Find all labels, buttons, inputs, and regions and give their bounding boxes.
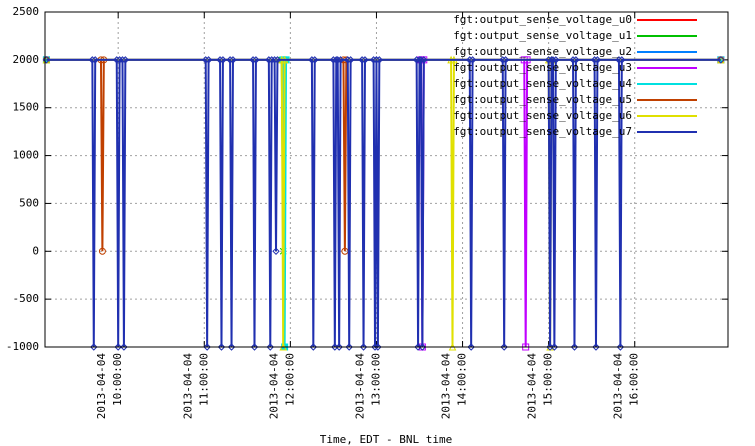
marker — [717, 56, 725, 64]
marker — [270, 56, 279, 64]
y-tick-label: 1000 — [13, 149, 40, 162]
marker — [226, 56, 234, 64]
marker — [201, 56, 210, 64]
marker — [467, 343, 475, 351]
legend-label: fgt:output_sense_voltage_u0 — [453, 13, 632, 26]
legend-label: fgt:output_sense_voltage_u7 — [453, 125, 632, 138]
marker — [361, 56, 369, 64]
marker — [375, 56, 384, 64]
marker — [272, 247, 280, 255]
marker — [593, 56, 602, 64]
marker — [250, 343, 259, 351]
marker — [590, 56, 599, 64]
marker — [219, 56, 227, 64]
marker — [369, 56, 378, 64]
marker — [569, 56, 577, 64]
marker — [345, 343, 353, 351]
legend-label: fgt:output_sense_voltage_u3 — [453, 61, 632, 74]
marker — [309, 343, 318, 351]
marker — [570, 343, 579, 351]
marker — [359, 343, 368, 351]
marker — [552, 56, 560, 64]
marker — [344, 56, 352, 64]
marker — [88, 56, 97, 64]
marker — [311, 56, 319, 64]
y-tick-label: 1500 — [13, 101, 40, 114]
marker — [266, 343, 274, 351]
marker — [334, 56, 342, 64]
marker — [42, 56, 51, 64]
y-tick-label: 2500 — [13, 5, 40, 18]
marker — [418, 343, 427, 351]
legend-label: fgt:output_sense_voltage_u5 — [453, 93, 632, 106]
marker — [371, 343, 379, 351]
marker — [501, 56, 510, 64]
marker — [203, 343, 211, 351]
marker — [308, 56, 316, 64]
marker — [229, 56, 237, 64]
marker — [204, 56, 213, 64]
marker — [592, 343, 600, 351]
marker — [618, 56, 626, 64]
marker — [468, 56, 477, 64]
y-tick-label: -500 — [13, 292, 40, 305]
legend-label: fgt:output_sense_voltage_u1 — [453, 29, 632, 42]
legend-label: fgt:output_sense_voltage_u2 — [453, 45, 632, 58]
marker — [358, 56, 366, 64]
y-tick-label: -1000 — [6, 340, 39, 353]
x-tick-label: 2013-04-04 15:00:00 — [526, 353, 555, 420]
marker — [336, 56, 345, 64]
marker — [120, 343, 128, 351]
marker — [417, 56, 425, 64]
x-axis-label: Time, EDT - BNL time — [320, 433, 452, 446]
x-tick-label: 2013-04-04 11:00:00 — [181, 353, 210, 420]
marker — [115, 56, 124, 64]
marker — [114, 343, 122, 351]
marker — [500, 343, 508, 351]
plot-frame — [44, 11, 729, 348]
marker — [499, 56, 507, 64]
marker — [227, 343, 236, 351]
marker — [113, 56, 121, 64]
marker — [90, 343, 98, 351]
legend-label: fgt:output_sense_voltage_u6 — [453, 109, 632, 122]
marker — [98, 247, 106, 255]
x-tick-label: 2013-04-04 10:00:00 — [95, 353, 124, 420]
marker — [217, 343, 226, 351]
marker — [550, 343, 559, 351]
marker — [118, 56, 127, 64]
marker — [265, 56, 273, 64]
marker — [372, 56, 381, 64]
marker — [572, 56, 580, 64]
marker — [466, 56, 474, 64]
marker — [268, 56, 276, 64]
marker — [615, 56, 623, 64]
y-tick-label: 0 — [32, 244, 39, 257]
legend: fgt:output_sense_voltage_u0 fgt:output_se… — [453, 13, 697, 138]
x-tick-label: 2013-04-04 12:00:00 — [267, 353, 296, 420]
legend-label: fgt:output_sense_voltage_u4 — [453, 77, 632, 90]
marker — [216, 56, 224, 64]
y-tick-label: 2000 — [13, 53, 40, 66]
marker — [252, 56, 260, 64]
marker — [335, 343, 343, 351]
marker — [346, 56, 355, 64]
y-tick-label: 500 — [19, 196, 39, 209]
marker — [91, 56, 99, 64]
marker — [249, 56, 257, 64]
marker — [374, 343, 382, 351]
x-tick-label: 2013-04-04 14:00:00 — [440, 353, 469, 420]
marker — [549, 56, 557, 64]
marker — [273, 56, 282, 64]
marker — [616, 343, 625, 351]
x-tick-label: 2013-04-04 13:00:00 — [353, 353, 382, 420]
marker — [420, 56, 428, 64]
x-tick-label: 2013-04-04 16:00:00 — [612, 353, 641, 420]
marker — [121, 56, 130, 64]
